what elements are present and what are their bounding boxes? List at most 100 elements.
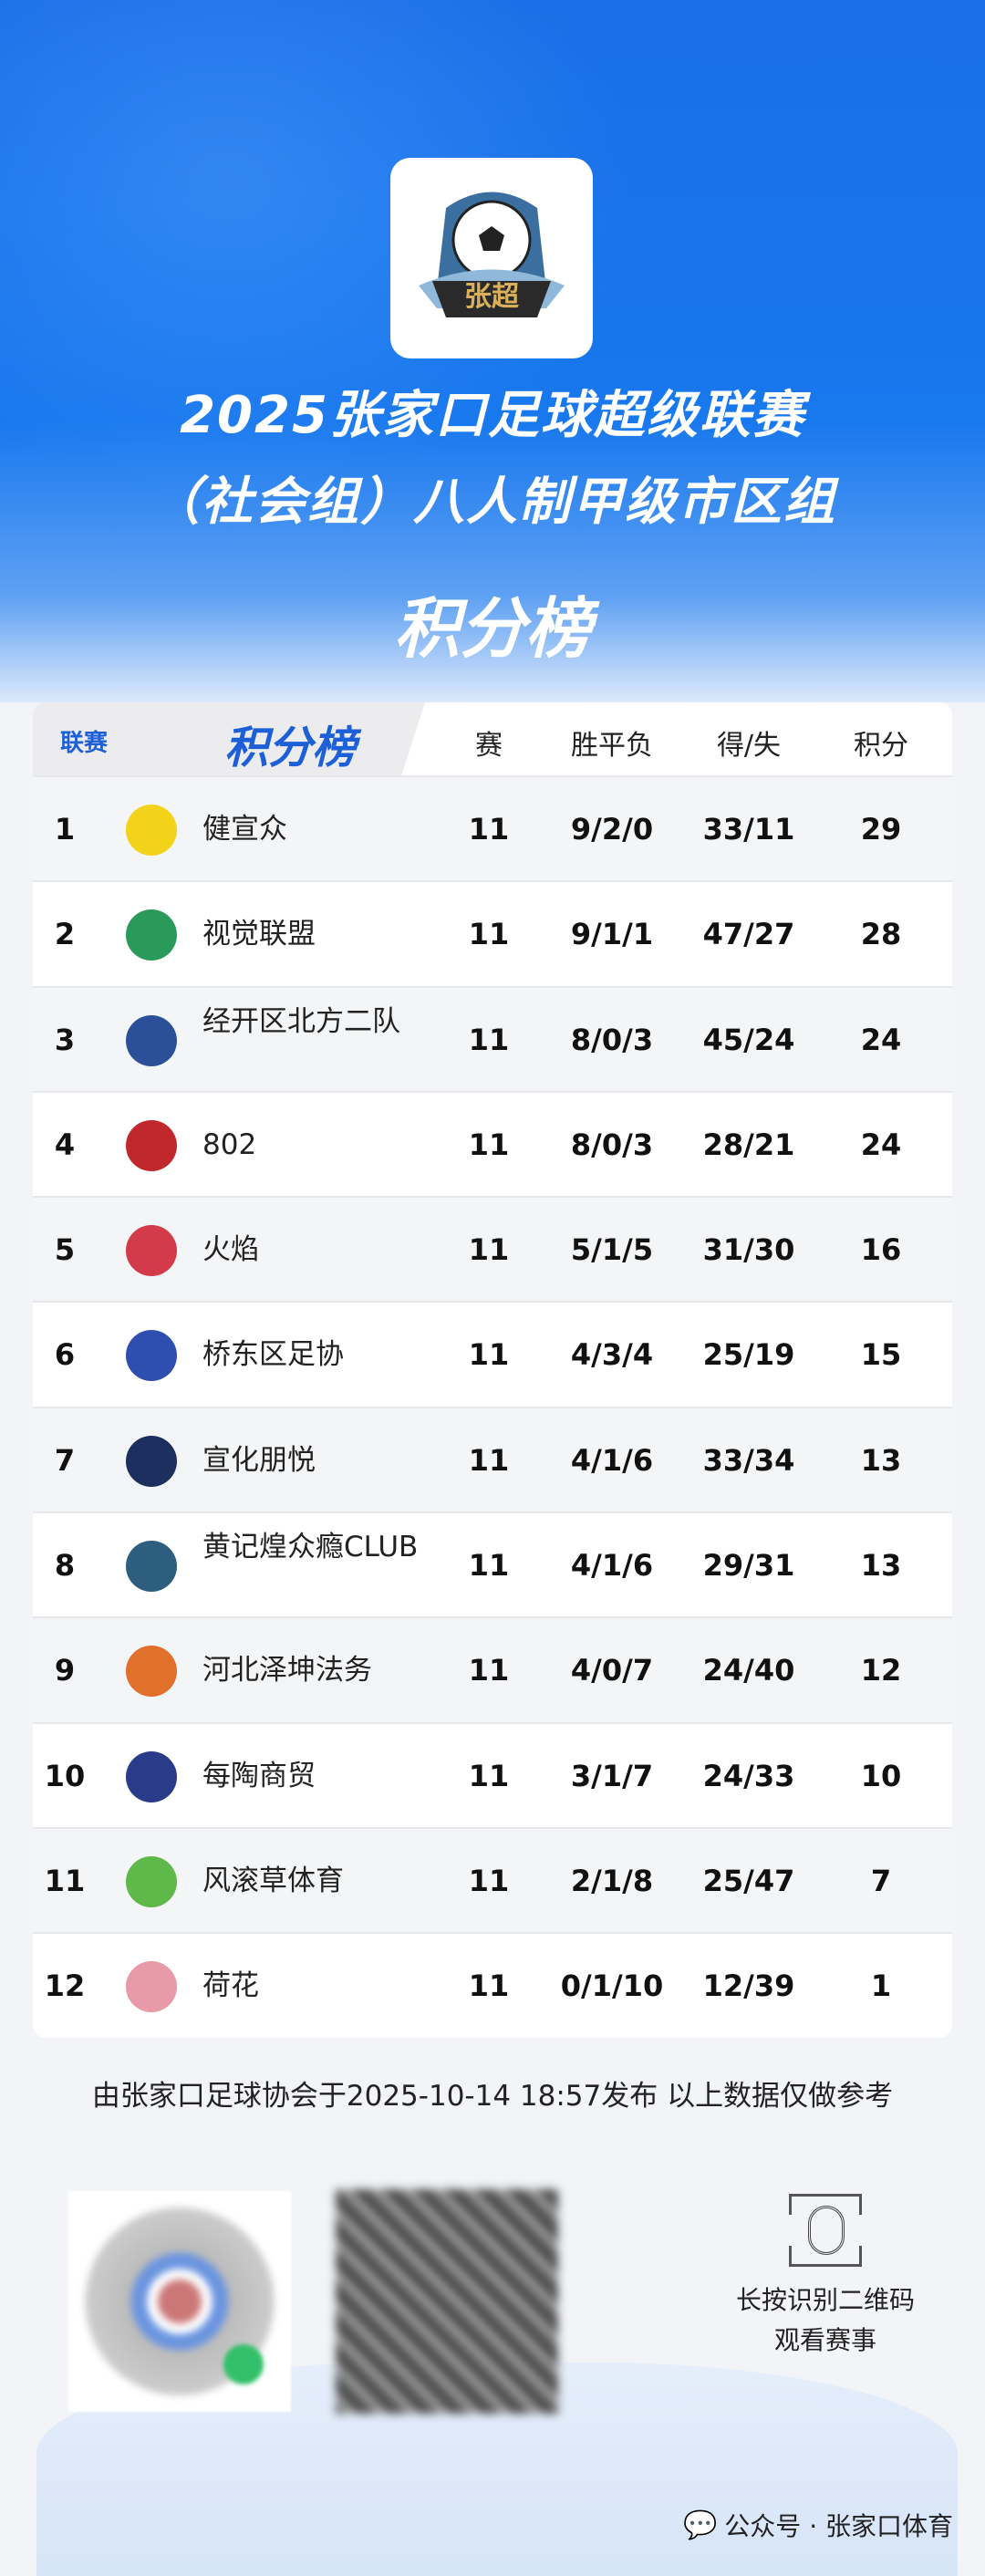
rank: 7 [54, 1442, 76, 1478]
played: 11 [468, 1758, 510, 1793]
team-name: 黄记煌众瘾CLUB [202, 1531, 419, 1564]
goals-for-against: 12/39 [702, 1968, 795, 2004]
header-league: 联赛 [60, 730, 109, 757]
win-draw-loss: 4/1/6 [570, 1548, 654, 1584]
rank: 4 [54, 1127, 76, 1162]
header-points: 积分 [854, 730, 908, 762]
wechat-icon: 💬 [682, 2508, 718, 2541]
header-played: 赛 [475, 730, 503, 762]
played: 11 [468, 1548, 510, 1584]
team-name: 802 [202, 1127, 257, 1161]
points: 13 [860, 1442, 902, 1478]
hero-banner: 张超 2025张家口足球超级联赛 （社会组）八人制甲级市区组 积分榜 [0, 0, 985, 702]
league-logo: 张超 [390, 158, 593, 358]
points: 28 [860, 917, 902, 952]
goals-for-against: 33/11 [702, 812, 795, 847]
team-badge-icon [126, 1014, 177, 1066]
publish-note: 由张家口足球协会于2025-10-14 18:57发布 以上数据仅做参考 [91, 2080, 894, 2113]
table-header: 联赛 积分榜 赛 胜平负 得/失 积分 [33, 702, 952, 775]
table-row: 11 风滚草体育 11 2/1/8 25/47 7 [33, 1826, 952, 1933]
rank: 1 [54, 812, 76, 847]
played: 11 [468, 812, 510, 847]
page-title-line1: 2025张家口足球超级联赛 [180, 386, 805, 445]
qr-code[interactable] [336, 2189, 558, 2414]
watermark-text: 公众号 · 张家口体育 [724, 2511, 953, 2541]
points: 12 [860, 1653, 902, 1688]
page-title-standings: 积分榜 [393, 590, 591, 667]
points: 24 [860, 1127, 902, 1162]
table-row: 4 802 11 8/0/3 28/21 24 [33, 1090, 952, 1196]
team-badge-icon [126, 1541, 177, 1593]
team-badge-icon [126, 805, 177, 856]
table-row: 7 宣化朋悦 11 4/1/6 33/34 13 [33, 1406, 952, 1512]
win-draw-loss: 9/1/1 [570, 917, 654, 952]
played: 11 [468, 1337, 510, 1373]
goals-for-against: 45/24 [702, 1022, 795, 1057]
table-row: 5 火焰 11 5/1/5 31/30 16 [33, 1196, 952, 1302]
win-draw-loss: 8/0/3 [570, 1022, 654, 1057]
table-row: 1 健宣众 11 9/2/0 33/11 29 [33, 775, 952, 881]
rank: 12 [44, 1968, 86, 2004]
logo-text: 张超 [464, 281, 520, 313]
rank: 11 [44, 1863, 86, 1898]
rank: 9 [54, 1653, 76, 1688]
table-row: 10 每陶商贸 11 3/1/7 24/33 10 [33, 1721, 952, 1827]
team-badge-icon [126, 1961, 177, 2013]
goals-for-against: 29/31 [702, 1548, 795, 1584]
team-badge-icon [126, 1225, 177, 1277]
win-draw-loss: 4/0/7 [570, 1653, 654, 1688]
points: 7 [870, 1863, 892, 1898]
scan-hint-line1: 长按识别二维码 [735, 2285, 915, 2315]
win-draw-loss: 8/0/3 [570, 1127, 654, 1162]
team-name: 每陶商贸 [202, 1759, 316, 1792]
scan-hint-line2: 观看赛事 [773, 2325, 876, 2355]
fingerprint-icon [786, 2194, 865, 2267]
team-name: 宣化朋悦 [202, 1443, 316, 1477]
team-name: 荷花 [202, 1969, 259, 2003]
soccer-ball-crest-icon: 张超 [419, 192, 565, 317]
points: 15 [860, 1337, 902, 1373]
scan-hint: 长按识别二维码 观看赛事 [711, 2280, 939, 2361]
rank: 5 [54, 1232, 76, 1268]
goals-for-against: 25/19 [702, 1337, 795, 1373]
team-badge-icon [126, 1855, 177, 1907]
played: 11 [468, 1653, 510, 1688]
header-wdl: 胜平负 [571, 730, 653, 762]
team-badge-icon [126, 1750, 177, 1802]
goals-for-against: 33/34 [702, 1442, 795, 1478]
table-row: 6 桥东区足协 11 4/3/4 25/19 15 [33, 1301, 952, 1406]
table-row: 9 河北泽坤法务 11 4/0/7 24/40 12 [33, 1616, 952, 1722]
header-goals: 得/失 [716, 730, 782, 762]
goals-for-against: 28/21 [702, 1127, 795, 1162]
points: 29 [860, 812, 902, 847]
played: 11 [468, 1442, 510, 1478]
win-draw-loss: 5/1/5 [570, 1232, 654, 1268]
goals-for-against: 47/27 [702, 917, 795, 952]
win-draw-loss: 3/1/7 [570, 1758, 654, 1793]
win-draw-loss: 2/1/8 [570, 1863, 654, 1898]
win-draw-loss: 9/2/0 [570, 812, 654, 847]
standings-table: 联赛 积分榜 赛 胜平负 得/失 积分 1 健宣众 11 9/2/0 33/11… [33, 702, 952, 2038]
rank: 10 [44, 1758, 86, 1793]
played: 11 [468, 1022, 510, 1057]
mini-program-code[interactable] [68, 2191, 291, 2412]
team-badge-icon [126, 1119, 177, 1171]
header-standings-title: 积分榜 [224, 722, 357, 774]
table-row: 2 视觉联盟 11 9/1/1 47/27 28 [33, 880, 952, 985]
played: 11 [468, 1968, 510, 2004]
rank: 6 [54, 1337, 76, 1373]
team-name: 健宣众 [202, 813, 287, 846]
points: 24 [860, 1022, 902, 1057]
team-name: 桥东区足协 [202, 1338, 344, 1372]
win-draw-loss: 4/1/6 [570, 1442, 654, 1478]
goals-for-against: 25/47 [702, 1863, 795, 1898]
played: 11 [468, 1232, 510, 1268]
played: 11 [468, 917, 510, 952]
team-name: 风滚草体育 [202, 1864, 344, 1897]
played: 11 [468, 1127, 510, 1162]
team-badge-icon [126, 909, 177, 961]
points: 16 [860, 1232, 902, 1268]
watermark: 💬 公众号 · 张家口体育 [683, 2507, 953, 2543]
page-title-line2: （社会组）八人制甲级市区组 [149, 473, 836, 532]
table-row: 3 经开区北方二队 11 8/0/3 45/24 24 [33, 985, 952, 1091]
